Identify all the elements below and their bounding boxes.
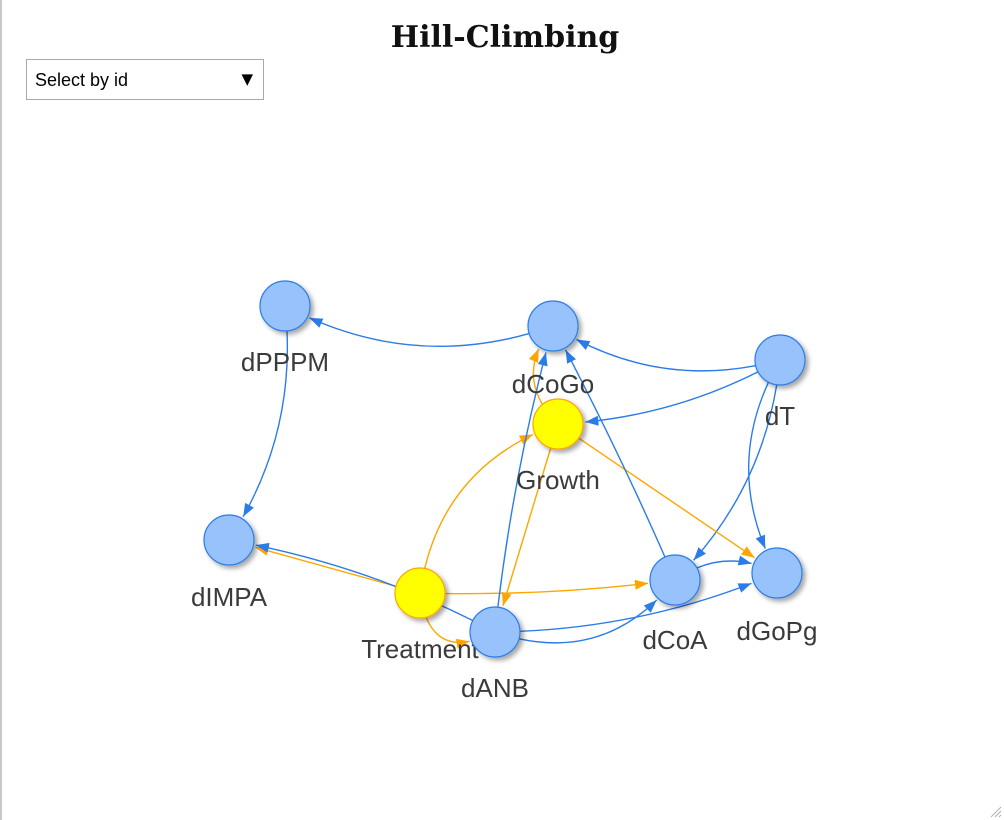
node-label: dIMPA [191,582,268,612]
edge-Treatment-to-Growth[interactable] [424,433,534,569]
select-label: Select by id [35,70,129,90]
edge-Treatment-to-dIMPA[interactable] [255,546,396,587]
node-circle[interactable] [649,554,701,606]
edge-dANB-to-dCoA[interactable] [519,599,658,644]
node-circle[interactable] [259,280,311,332]
resize-grip-icon[interactable] [988,804,1002,818]
node-label: dT [765,401,795,431]
node-circle[interactable] [394,567,446,619]
node-Treatment[interactable]: Treatment [361,567,480,664]
arrowhead-Growth-to-dGoPg [741,546,755,558]
node-label: dANB [461,673,529,703]
arrowhead-dANB-to-dGoPg [737,583,752,593]
arrowhead-dCoGo-to-dPPPM [309,317,324,328]
node-dGoPg[interactable]: dGoPg [737,547,818,646]
arrowhead-dPPPM-to-dIMPA [243,502,254,517]
arrowhead-Treatment-to-dANB [455,638,470,649]
arrowhead-dT-to-dCoA [693,547,706,561]
arrowhead-dANB-to-dCoA [643,600,657,613]
edge-Treatment-to-dCoA[interactable] [445,582,649,595]
node-circle[interactable] [532,398,584,450]
arrowhead-dANB-to-dIMPA [255,542,270,553]
edges-layer [242,317,778,649]
arrowhead-dCoA-to-dGoPg [737,555,752,566]
node-dCoA[interactable]: dCoA [642,554,708,655]
edge-dANB-to-dIMPA[interactable] [255,544,474,622]
arrowhead-Growth-to-dANB [501,591,512,606]
left-border [0,0,2,820]
edge-dCoGo-to-dPPPM[interactable] [309,317,529,347]
node-circle[interactable] [751,547,803,599]
node-circle[interactable] [754,334,806,386]
node-label: Treatment [361,634,479,664]
page-title: Hill-Climbing [390,20,620,55]
arrowhead-dT-to-dCoGo [576,339,591,350]
node-label: dCoGo [512,369,594,399]
arrowhead-dANB-to-dCoGo [537,352,548,367]
arrowhead-Growth-to-dCoGo [528,348,539,363]
edge-dCoA-to-dCoGo[interactable] [564,349,666,558]
arrowhead-Treatment-to-dCoA [634,579,649,590]
edge-dT-to-dCoA[interactable] [693,384,778,561]
node-label: dPPPM [241,347,329,377]
chevron-down-icon: ▼ [241,70,253,88]
node-label: dGoPg [737,616,818,646]
node-label: dCoA [642,625,708,655]
nodes-layer: dPPPM dCoGo dT Growth dIMPA Treatment dANB dCoA… [191,280,818,703]
arrowhead-dT-to-dGoPg [755,534,766,549]
node-dPPPM[interactable]: dPPPM [241,280,329,377]
select-by-id-dropdown[interactable]: Select by id ▼ [26,59,264,100]
edge-Growth-to-dANB[interactable] [502,447,552,606]
edge-dANB-to-dCoGo[interactable] [497,352,547,607]
edge-dT-to-dCoGo[interactable] [576,338,756,372]
node-dANB[interactable]: dANB [461,606,529,703]
node-Growth[interactable]: Growth [516,398,600,495]
edge-Growth-to-dGoPg[interactable] [578,437,756,559]
edge-dANB-to-dGoPg[interactable] [520,582,752,633]
node-dCoGo[interactable]: dCoGo [512,300,594,399]
edge-dT-to-Growth[interactable] [585,371,759,423]
arrowhead-dCoA-to-dCoGo [565,349,577,364]
node-label: Growth [516,465,600,495]
node-circle[interactable] [203,514,255,566]
edge-dT-to-dGoPg[interactable] [747,382,770,549]
node-circle[interactable] [469,606,521,658]
edge-dPPPM-to-dIMPA[interactable] [242,331,289,518]
node-circle[interactable] [527,300,579,352]
arrowhead-dT-to-Growth [585,415,599,426]
node-dIMPA[interactable]: dIMPA [191,514,268,612]
node-dT[interactable]: dT [754,334,806,431]
